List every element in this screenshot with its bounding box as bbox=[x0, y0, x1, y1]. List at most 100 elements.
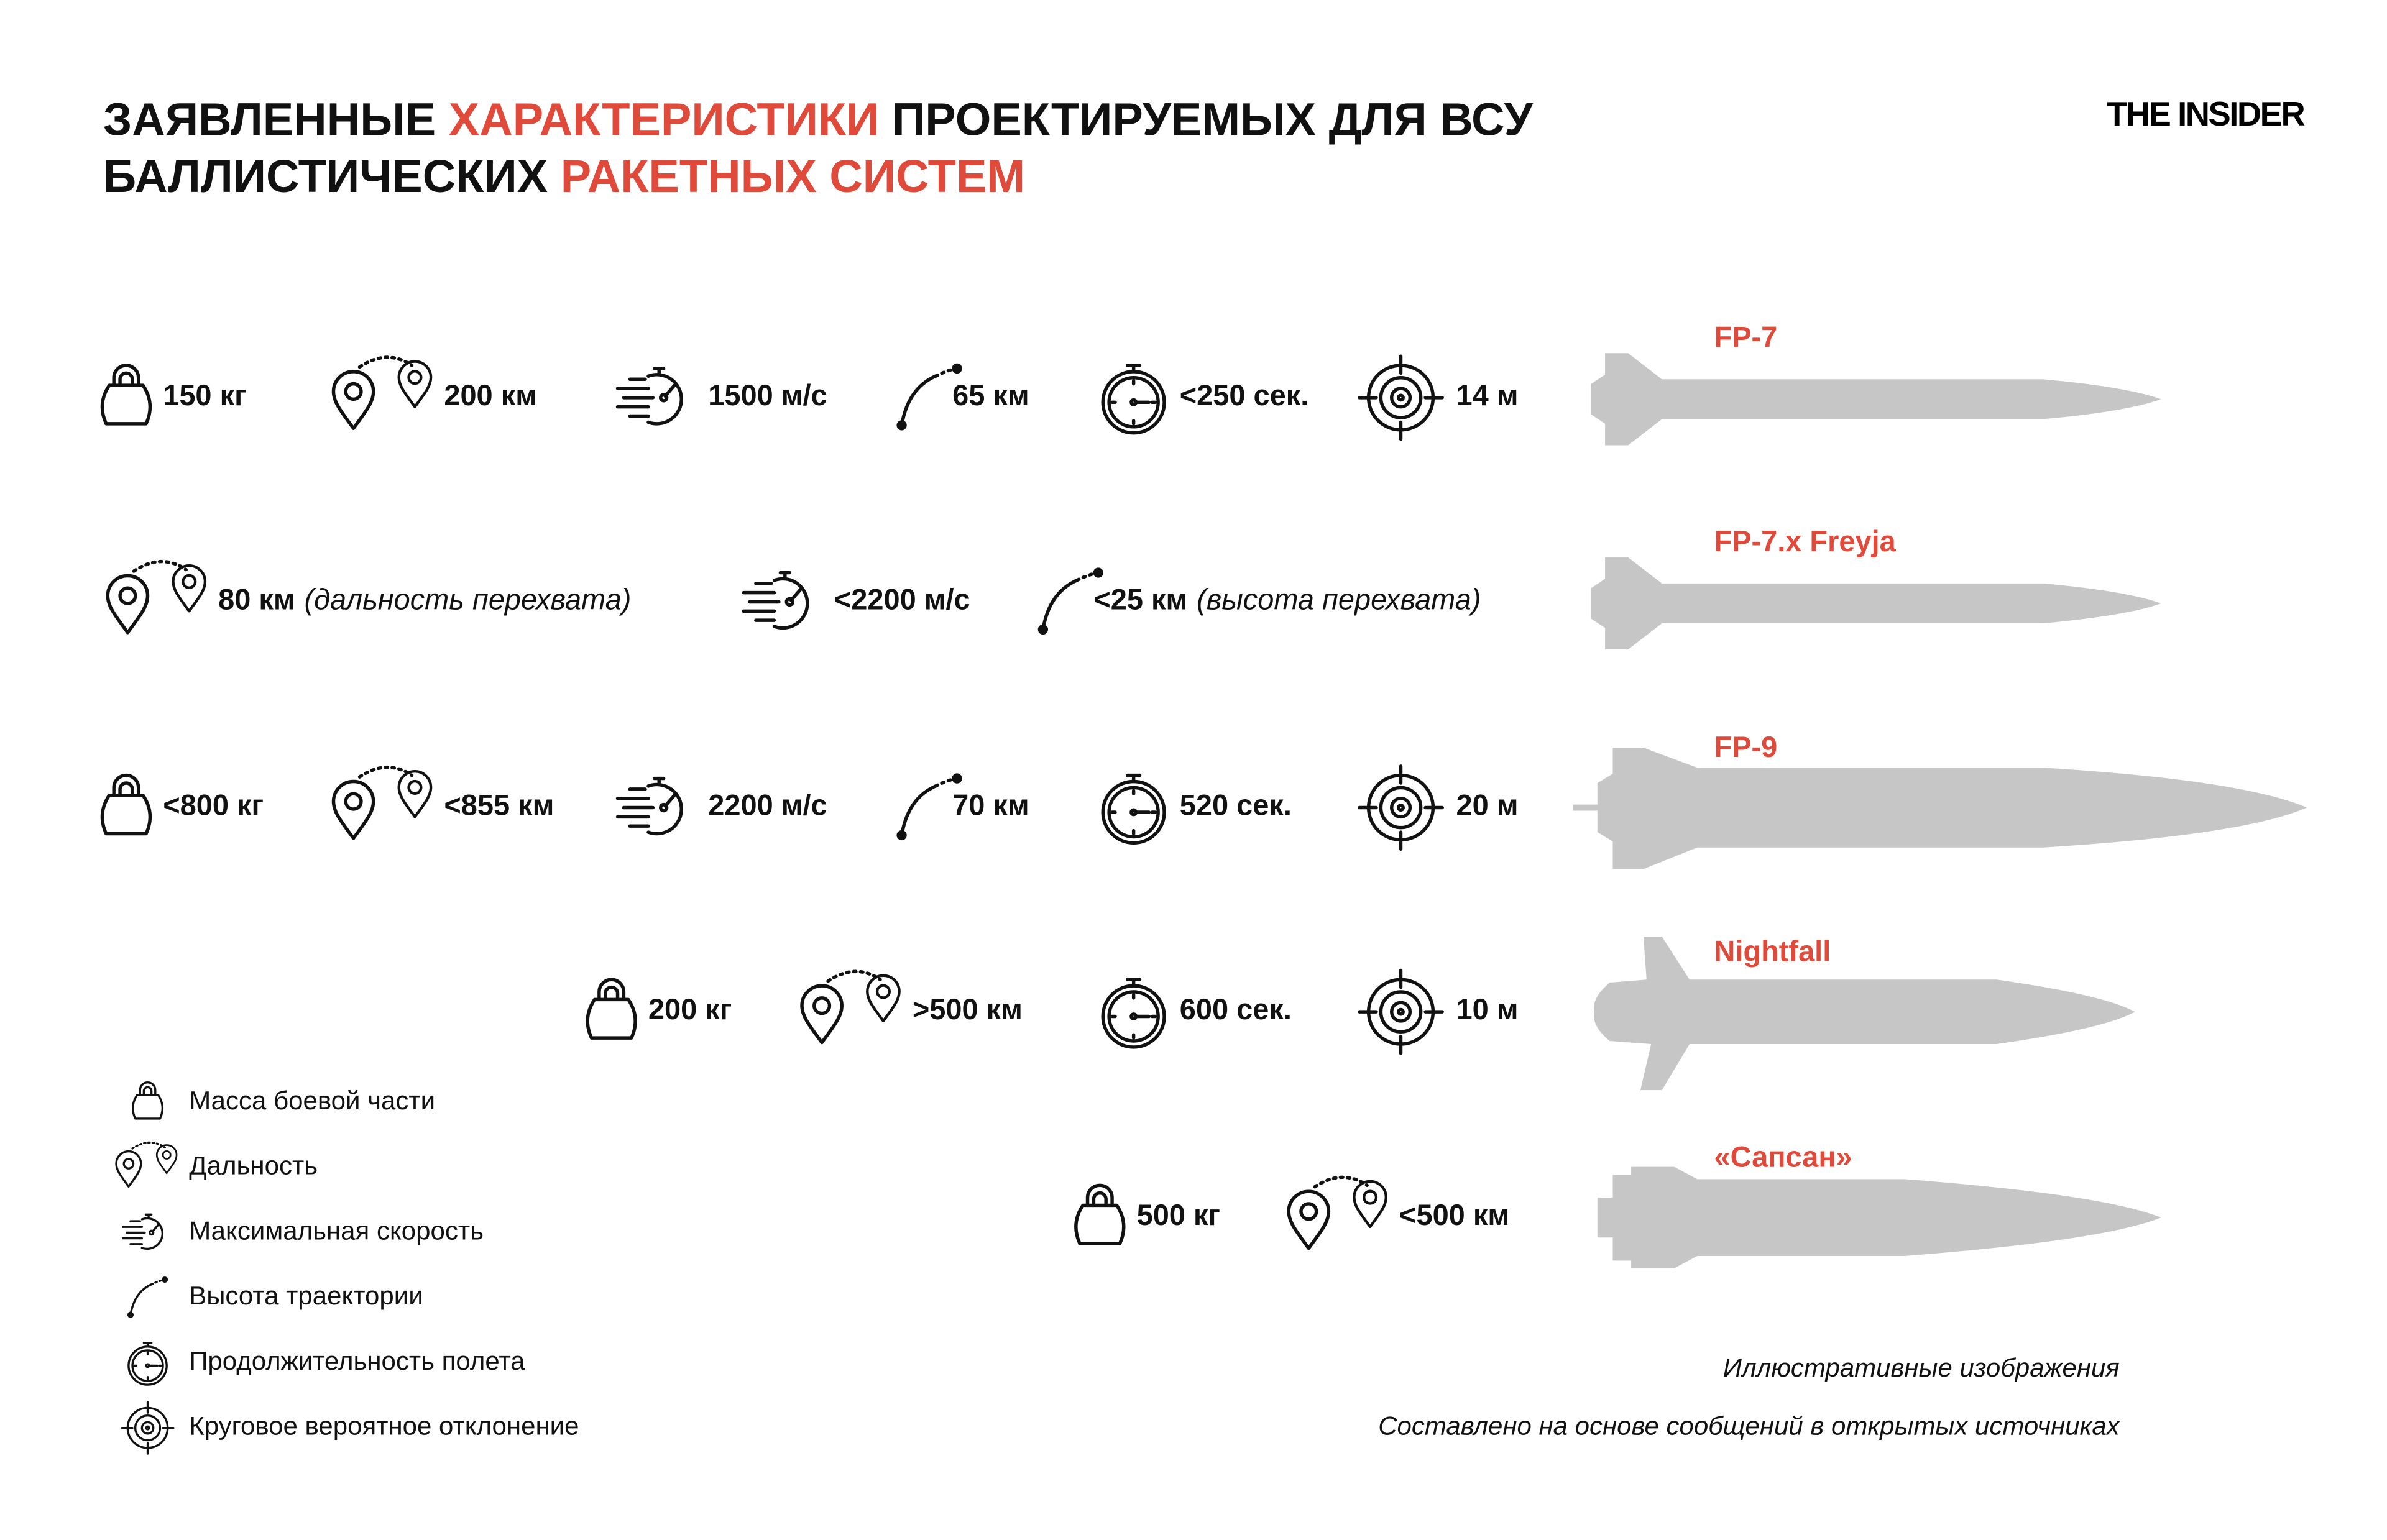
value: 10 м bbox=[1456, 994, 1518, 1026]
value: 500 кг bbox=[1137, 1199, 1220, 1232]
missile-name: FP-9 bbox=[1714, 731, 1778, 763]
value: <25 км bbox=[1093, 584, 1187, 616]
note: (дальность перехвата) bbox=[304, 584, 631, 616]
missile-name: Nightfall bbox=[1714, 935, 1831, 968]
footnote: Составлено на основе сообщений в открыты… bbox=[1378, 1411, 2121, 1441]
value: 14 м bbox=[1456, 379, 1518, 411]
missile-name: FP-7.x Freyja bbox=[1714, 525, 1897, 557]
value: 520 сек. bbox=[1180, 789, 1292, 822]
icon-target bbox=[1359, 356, 1442, 439]
value-text: <500 км bbox=[1399, 1199, 1509, 1232]
title-line-2: БАЛЛИСТИЧЕСКИХ РАКЕТНЫХ СИСТЕМ bbox=[103, 150, 1025, 202]
legend-label: Масса боевой части bbox=[189, 1086, 435, 1115]
icon-range bbox=[1289, 1177, 1386, 1248]
value: >500 км bbox=[913, 994, 1023, 1026]
value-text: <25 км (высота перехвата) bbox=[1093, 584, 1481, 616]
missile-name: FP-7 bbox=[1714, 321, 1778, 353]
missile-illustration bbox=[1591, 353, 2161, 446]
value: <855 км bbox=[444, 789, 554, 822]
icon-weight bbox=[587, 979, 635, 1038]
legend-icon-speed bbox=[122, 1213, 164, 1250]
value-text: <250 сек. bbox=[1180, 379, 1309, 411]
legend-label: Высота траектории bbox=[189, 1281, 423, 1310]
icon-timer bbox=[1103, 365, 1164, 433]
value: 70 км bbox=[952, 789, 1029, 822]
value: <800 кг bbox=[163, 789, 264, 822]
icon-timer bbox=[1103, 776, 1164, 843]
value-text: 200 кг bbox=[648, 994, 732, 1026]
value-text: 520 сек. bbox=[1180, 789, 1292, 822]
missile-name: «Сапсан» bbox=[1714, 1141, 1852, 1173]
missile-illustration bbox=[1597, 1166, 2161, 1268]
value-text: 150 кг bbox=[163, 379, 246, 411]
legend-label: Максимальная скорость bbox=[189, 1216, 484, 1245]
legend-icon-range bbox=[116, 1142, 177, 1186]
title-part: РАКЕТНЫХ СИСТЕМ bbox=[561, 150, 1025, 202]
legend-label: Круговое вероятное отклонение bbox=[189, 1411, 579, 1441]
value-text: <800 кг bbox=[163, 789, 264, 822]
value: 150 кг bbox=[163, 379, 246, 411]
value: 80 км bbox=[218, 584, 295, 616]
missile-illustration bbox=[1594, 937, 2135, 1091]
icon-target bbox=[1359, 970, 1442, 1053]
title-line-1: ЗАЯВЛЕННЫЕ ХАРАКТЕРИСТИКИ ПРОЕКТИРУЕМЫХ … bbox=[103, 93, 1534, 145]
icon-weight bbox=[1076, 1185, 1124, 1244]
value: 200 км bbox=[444, 379, 537, 411]
value-text: 80 км (дальность перехвата) bbox=[218, 584, 631, 616]
icon-altitude bbox=[898, 775, 960, 838]
icon-weight bbox=[102, 365, 150, 424]
icon-range bbox=[802, 971, 899, 1042]
value: <500 км bbox=[1399, 1199, 1509, 1232]
value: <250 сек. bbox=[1180, 379, 1309, 411]
legend-icon-weight bbox=[131, 1081, 164, 1120]
value-text: 70 км bbox=[952, 789, 1029, 822]
icon-speed bbox=[618, 779, 682, 834]
icon-range bbox=[108, 562, 205, 633]
value: 20 м bbox=[1456, 789, 1518, 822]
missile-illustration bbox=[1591, 557, 2161, 650]
value-text: 500 кг bbox=[1137, 1199, 1220, 1232]
icon-altitude bbox=[1039, 569, 1102, 633]
legend-icon-target bbox=[121, 1401, 175, 1455]
value-text: 65 км bbox=[952, 379, 1029, 411]
icon-target bbox=[1359, 766, 1442, 849]
title-part: ЗАЯВЛЕННЫЕ bbox=[103, 93, 449, 145]
icon-range bbox=[333, 357, 431, 428]
legend-label: Продолжительность полета bbox=[189, 1346, 525, 1375]
value-text: 14 м bbox=[1456, 379, 1518, 411]
value-text: >500 км bbox=[913, 994, 1023, 1026]
icon-weight bbox=[102, 776, 150, 834]
value: 1500 м/с bbox=[708, 379, 827, 411]
value: 200 кг bbox=[648, 994, 732, 1026]
icon-speed bbox=[743, 573, 807, 628]
value-text: <2200 м/с bbox=[834, 584, 970, 616]
icon-altitude bbox=[898, 365, 960, 429]
missile-illustration bbox=[1573, 748, 2307, 869]
value-text: 2200 м/с bbox=[708, 789, 827, 822]
value: 65 км bbox=[952, 379, 1029, 411]
icon-range bbox=[333, 768, 431, 838]
title-part: БАЛЛИСТИЧЕСКИХ bbox=[103, 150, 561, 202]
legend-icon-timer bbox=[127, 1342, 168, 1386]
value: <2200 м/с bbox=[834, 584, 970, 616]
footnote: Иллюстративные изображения bbox=[1723, 1353, 2120, 1382]
value: 600 сек. bbox=[1180, 994, 1292, 1026]
legend-icon-altitude bbox=[127, 1276, 168, 1318]
note: (высота перехвата) bbox=[1197, 584, 1481, 616]
value-text: 200 км bbox=[444, 379, 537, 411]
title-part: ХАРАКТЕРИСТИКИ bbox=[449, 93, 880, 145]
icon-timer bbox=[1103, 979, 1164, 1047]
value-text: <855 км bbox=[444, 789, 554, 822]
value-text: 20 м bbox=[1456, 789, 1518, 822]
legend-label: Дальность bbox=[189, 1151, 318, 1180]
logo: THE INSIDER bbox=[2107, 95, 2305, 133]
value-text: 600 сек. bbox=[1180, 994, 1292, 1026]
value-text: 1500 м/с bbox=[708, 379, 827, 411]
value-text: 10 м bbox=[1456, 994, 1518, 1026]
title-part: ПРОЕКТИРУЕМЫХ ДЛЯ ВСУ bbox=[879, 93, 1533, 145]
icon-speed bbox=[618, 369, 682, 424]
value: 2200 м/с bbox=[708, 789, 827, 822]
